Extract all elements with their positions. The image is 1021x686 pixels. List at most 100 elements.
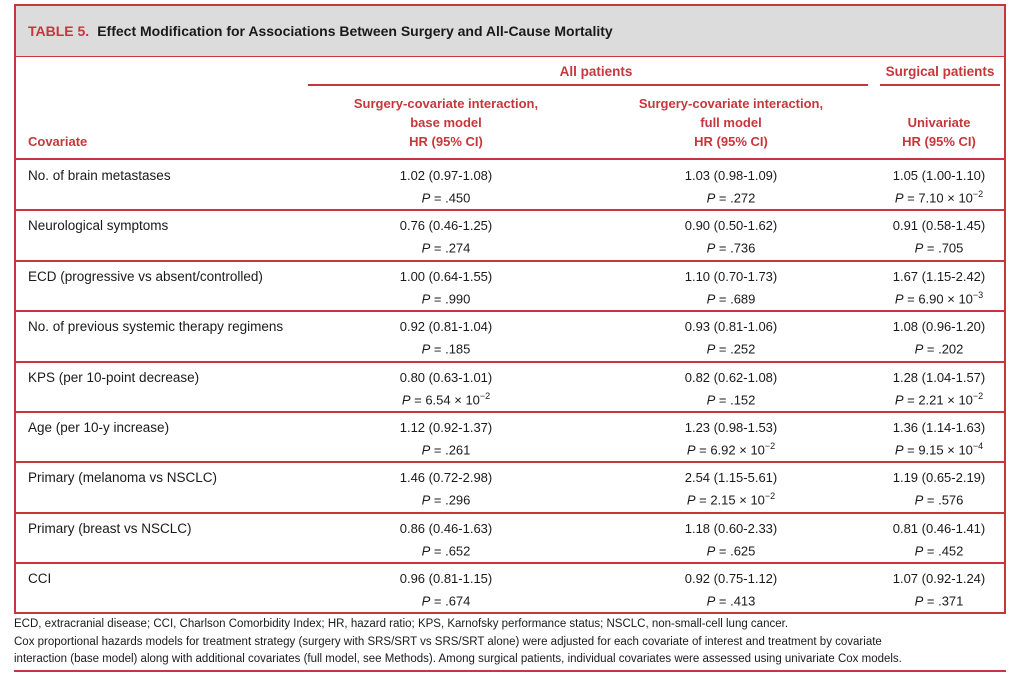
col3-cell: 1.36 (1.14-1.63) P = 9.15 × 10−4 xyxy=(874,418,1004,459)
col3-head-line2: HR (95% CI) xyxy=(902,134,976,149)
hr-value: 1.03 (0.98-1.09) xyxy=(684,168,778,183)
table-row: Age (per 10-y increase) 1.12 (0.92-1.37) P… xyxy=(16,412,1004,462)
p-label: P xyxy=(914,492,924,508)
hr-value: 1.28 (1.04-1.57) xyxy=(892,369,986,385)
p-value: P = 7.10 × 10−2 xyxy=(874,185,1004,207)
hr-value: 2.54 (1.15-5.61) xyxy=(684,470,778,486)
col3-head-line1: Univariate xyxy=(907,115,971,130)
hr-value: 1.36 (1.14-1.63) xyxy=(892,420,986,435)
row-separator xyxy=(16,360,1004,363)
col2-head-line2: full model xyxy=(700,115,762,130)
p-label: P xyxy=(706,240,716,256)
col2-cell: 1.23 (0.98-1.53) P = 6.92 × 10−2 xyxy=(596,418,866,459)
p-value: P = .274 xyxy=(306,235,586,257)
row-separator xyxy=(16,461,1004,464)
column-header-univariate: Univariate HR (95% CI) xyxy=(874,113,1004,151)
p-label: P xyxy=(914,593,924,609)
table-row: KPS (per 10-point decrease) 0.80 (0.63-1.… xyxy=(16,362,1004,412)
hr-value: 1.46 (0.72-2.98) xyxy=(399,470,493,486)
p-number: = .261 xyxy=(433,442,471,458)
p-label: P xyxy=(914,543,924,559)
p-label: P xyxy=(706,543,716,559)
row-separator xyxy=(16,411,1004,413)
hr-value: 1.18 (0.60-2.33) xyxy=(684,520,778,536)
group-rule-all xyxy=(308,84,868,86)
table-row: Primary (breast vs NSCLC) 0.86 (0.46-1.63… xyxy=(16,513,1004,563)
table-row: ECD (progressive vs absent/controlled) 1.… xyxy=(16,261,1004,311)
p-value: P = .736 xyxy=(596,235,866,257)
row-separator xyxy=(16,259,1004,262)
col1-head-line3: HR (95% CI) xyxy=(409,134,483,149)
p-label: P xyxy=(421,291,431,307)
row-separator xyxy=(16,562,1004,565)
p-exponent: −2 xyxy=(479,390,491,401)
p-number: = .990 xyxy=(433,291,471,307)
table-row: Neurological symptoms 0.76 (0.46-1.25) P =… xyxy=(16,210,1004,260)
table-title: Effect Modification for Associations Bet… xyxy=(97,23,613,39)
hr-value: 1.10 (0.70-1.73) xyxy=(684,268,778,284)
column-header-base-model: Surgery-covariate interaction, base mode… xyxy=(306,94,586,151)
p-label: P xyxy=(421,593,431,609)
p-label: P xyxy=(894,442,904,458)
col1-head-line1: Surgery-covariate interaction, xyxy=(353,96,539,111)
bottom-rule xyxy=(14,670,1006,672)
hr-value: 0.92 (0.75-1.12) xyxy=(684,571,778,587)
col2-head-line1: Surgery-covariate interaction, xyxy=(638,96,824,111)
row-covariate: No. of brain metastases xyxy=(28,168,171,183)
p-value: P = 2.15 × 10−2 xyxy=(596,487,866,509)
hr-value: 0.76 (0.46-1.25) xyxy=(399,218,493,234)
table-row: CCI 0.96 (0.81-1.15) P = .674 0.92 (0.75-1.… xyxy=(16,563,1004,613)
col2-cell: 2.54 (1.15-5.61) P = 2.15 × 10−2 xyxy=(596,468,866,509)
p-value: P = .625 xyxy=(596,538,866,560)
col1-cell: 1.02 (0.97-1.08) P = .450 xyxy=(306,166,586,207)
p-number: = 6.90 × 10 xyxy=(907,291,973,307)
p-value: P = .652 xyxy=(306,538,586,560)
p-value: P = .296 xyxy=(306,487,586,509)
p-value: P = 6.92 × 10−2 xyxy=(596,437,866,459)
col1-cell: 1.00 (0.64-1.55) P = .990 xyxy=(306,267,586,308)
p-number: = .452 xyxy=(926,543,964,559)
row-covariate: Primary (breast vs NSCLC) xyxy=(28,520,192,536)
p-label: P xyxy=(706,291,716,307)
p-number: = 6.92 × 10 xyxy=(699,442,765,458)
p-label: P xyxy=(706,341,716,357)
row-covariate: KPS (per 10-point decrease) xyxy=(28,369,200,385)
p-value: P = .576 xyxy=(874,487,1004,509)
p-number: = .272 xyxy=(718,190,756,206)
col3-cell: 1.67 (1.15-2.42) P = 6.90 × 10−3 xyxy=(874,267,1004,308)
group-header-surgical-patients: Surgical patients xyxy=(885,64,995,79)
p-label: P xyxy=(421,341,431,357)
hr-value: 1.23 (0.98-1.53) xyxy=(684,420,778,435)
p-number: = .252 xyxy=(718,341,756,357)
row-covariate: Age (per 10-y increase) xyxy=(28,420,170,435)
col2-cell: 1.03 (0.98-1.09) P = .272 xyxy=(596,166,866,207)
p-number: = .274 xyxy=(433,240,471,256)
hr-value: 1.02 (0.97-1.08) xyxy=(399,168,493,183)
col2-cell: 0.82 (0.62-1.08) P = .152 xyxy=(596,368,866,409)
hr-value: 0.90 (0.50-1.62) xyxy=(684,218,778,234)
p-exponent: −2 xyxy=(764,441,776,451)
p-exponent: −2 xyxy=(972,189,984,199)
p-label: P xyxy=(706,593,716,609)
col1-cell: 0.96 (0.81-1.15) P = .674 xyxy=(306,569,586,610)
col1-cell: 0.80 (0.63-1.01) P = 6.54 × 10−2 xyxy=(306,368,586,409)
table-frame: TABLE 5. Effect Modification for Associa… xyxy=(14,4,1006,614)
col3-cell: 1.19 (0.65-2.19) P = .576 xyxy=(874,468,1004,509)
hr-value: 0.86 (0.46-1.63) xyxy=(399,520,493,536)
hr-value: 1.00 (0.64-1.55) xyxy=(399,268,493,284)
col3-cell: 1.05 (1.00-1.10) P = 7.10 × 10−2 xyxy=(874,166,1004,207)
column-header-full-model: Surgery-covariate interaction, full mode… xyxy=(596,94,866,151)
p-number: = 9.15 × 10 xyxy=(907,442,973,458)
header-rule xyxy=(16,158,1004,160)
table-label: TABLE 5. xyxy=(28,23,90,39)
p-label: P xyxy=(894,190,904,206)
p-value: P = .990 xyxy=(306,286,586,308)
hr-value: 1.67 (1.15-2.42) xyxy=(892,268,986,284)
hr-value: 0.96 (0.81-1.15) xyxy=(399,571,493,587)
row-covariate: No. of previous systemic therapy regimen… xyxy=(28,319,284,335)
row-covariate: Neurological symptoms xyxy=(28,218,169,234)
p-exponent: −3 xyxy=(972,289,984,300)
p-number: = .413 xyxy=(718,593,756,609)
col2-head-line3: HR (95% CI) xyxy=(694,134,768,149)
hr-value: 0.81 (0.46-1.41) xyxy=(892,520,986,536)
